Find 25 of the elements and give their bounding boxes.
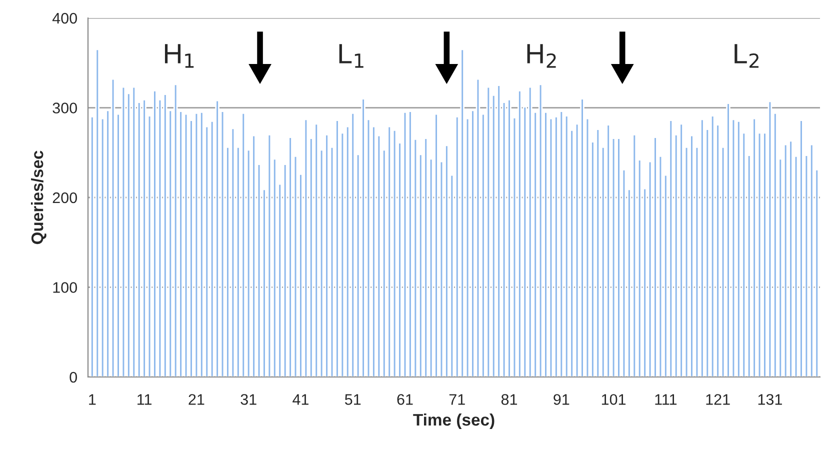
- y-tick-label: 200: [52, 192, 77, 204]
- x-tick-label: 31: [240, 394, 256, 405]
- annotation: L$_{1}$: [339, 44, 364, 68]
- annotation: H$_{1}$: [164, 44, 194, 68]
- x-tick-label: 121: [706, 394, 730, 405]
- y-axis-title: Queries/sec: [31, 150, 46, 244]
- x-tick-label: 101: [602, 394, 626, 405]
- annotation: L$_{2}$: [734, 44, 758, 68]
- x-tick-label: 51: [344, 394, 361, 405]
- x-tick-label: 11: [138, 394, 152, 405]
- x-tick-label: 71: [449, 394, 465, 405]
- x-tick-label: 81: [501, 394, 518, 405]
- y-tick-label: 400: [52, 12, 77, 24]
- y-tick-label: 300: [52, 102, 77, 114]
- x-tick-label: 111: [655, 394, 677, 405]
- x-tick-label: 91: [554, 394, 570, 405]
- y-tick-label: 100: [53, 282, 77, 293]
- x-tick-label: 61: [397, 394, 413, 405]
- x-axis-title: Time (sec): [413, 413, 494, 429]
- y-tick-label: 0: [70, 372, 77, 383]
- x-tick-label: 41: [292, 394, 308, 405]
- x-tick-label: 1: [89, 394, 96, 405]
- x-tick-label: 21: [188, 394, 204, 405]
- annotation: H$_{2}$: [527, 44, 556, 68]
- x-tick-label: 131: [758, 394, 782, 405]
